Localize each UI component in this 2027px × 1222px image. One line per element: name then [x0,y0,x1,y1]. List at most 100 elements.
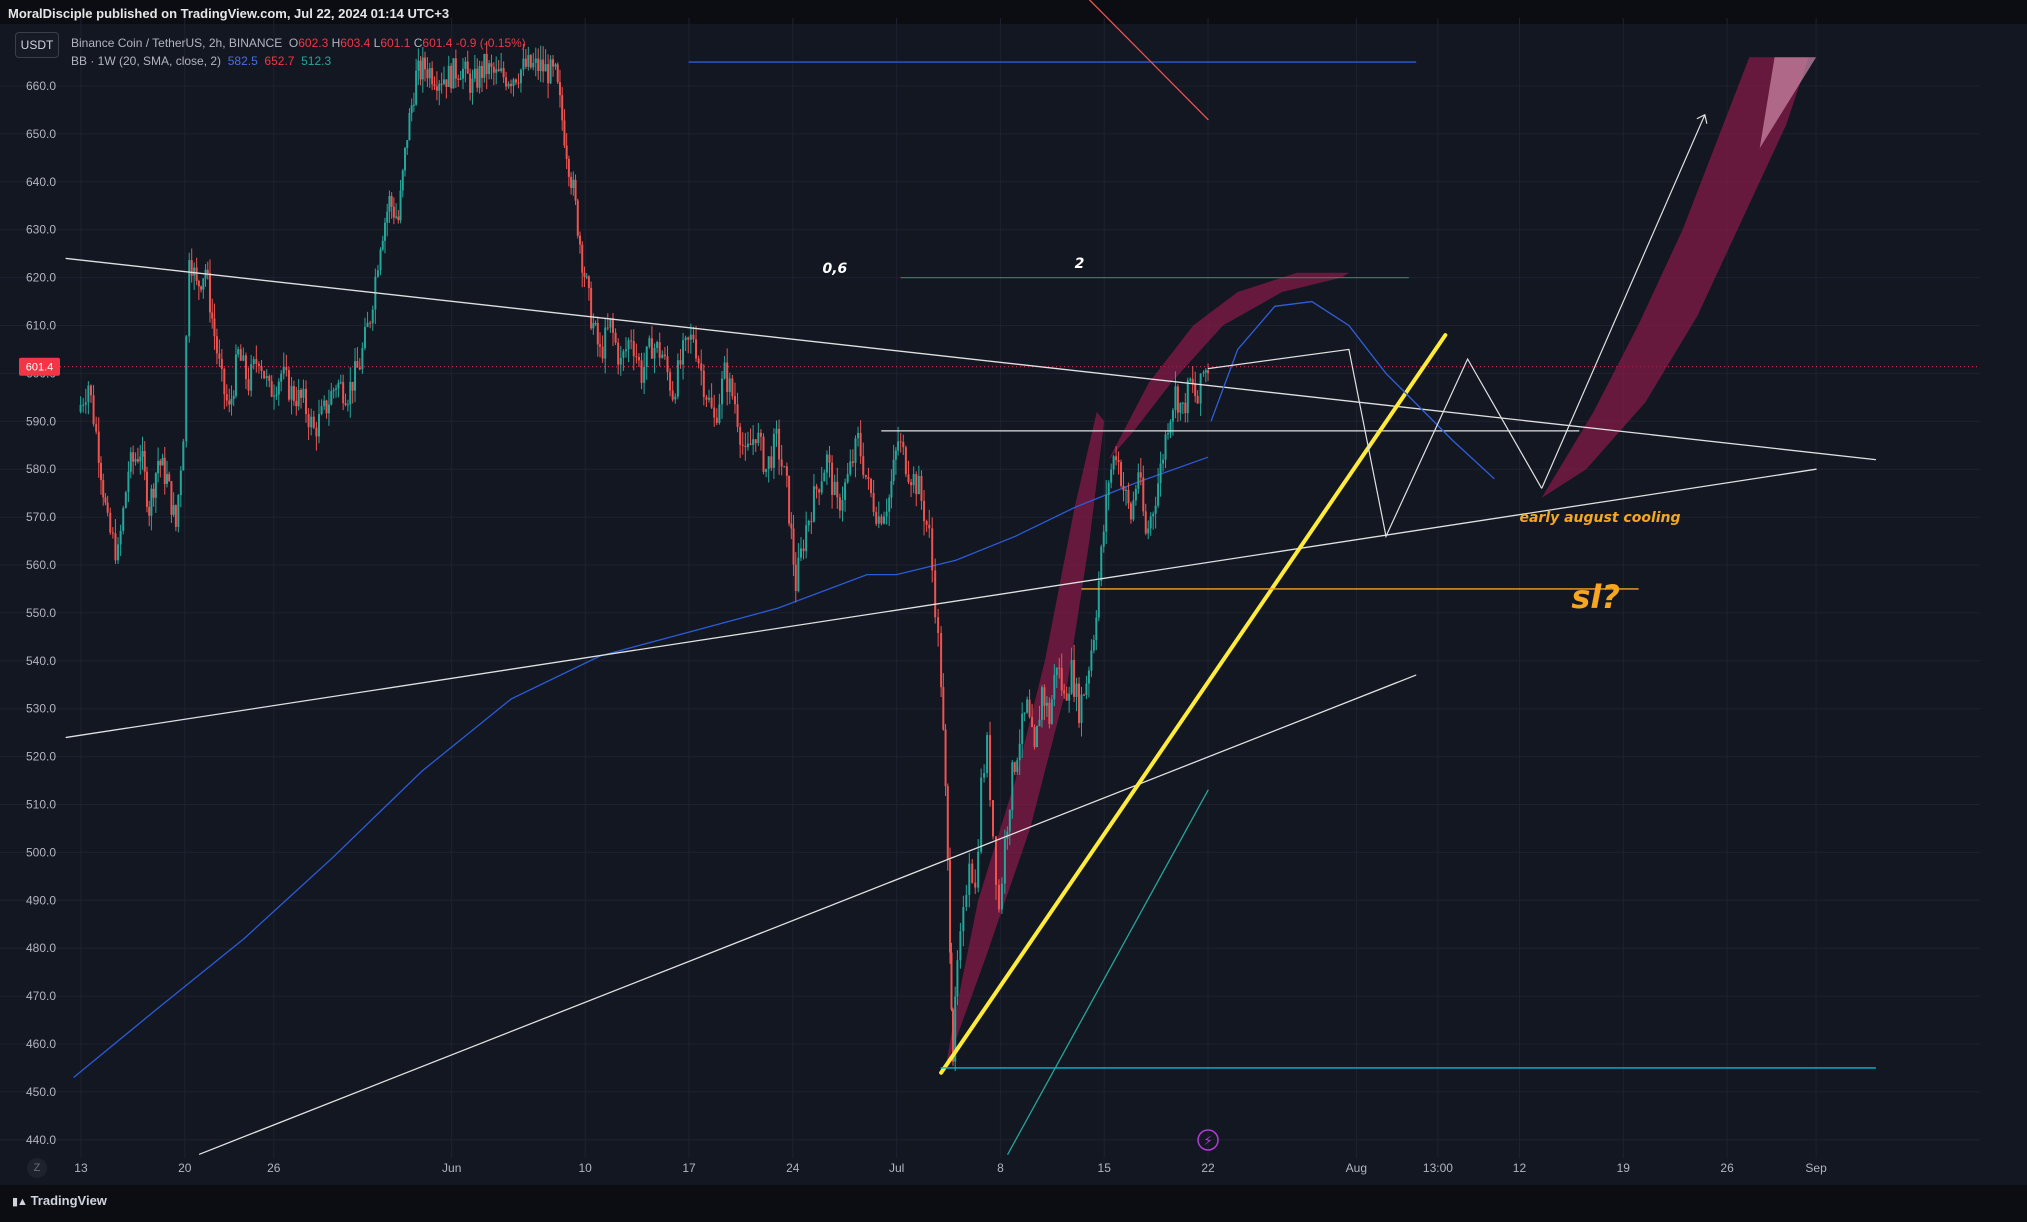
candle-body [739,426,742,445]
candle-body [854,438,857,463]
candle-body [1154,505,1157,514]
candle-body [307,414,310,428]
candle-body [514,79,517,83]
candle-body [95,424,98,432]
candle-body [469,73,472,93]
candle-body [700,363,703,371]
candle-body [141,450,144,457]
candle-body [1040,687,1043,720]
y-tick-label: 630.0 [26,223,56,237]
candle-body [778,428,781,460]
candle-body [762,436,765,472]
candle-body [406,140,409,149]
currency-badge[interactable]: USDT [15,32,59,58]
candle-body [844,482,847,500]
candle-body [968,863,971,895]
candle-body [1065,693,1068,701]
candle-body [1033,727,1036,747]
candle-body [363,326,366,349]
candle-body [792,528,795,565]
candle-body [653,347,656,359]
lightning-glyph: ⚡ [1203,1134,1212,1149]
candle-body [601,346,604,359]
arrow-line [1541,114,1706,489]
y-tick-label: 540.0 [26,654,56,668]
low-value: 601.1 [380,36,411,50]
candle-body [106,502,109,513]
candle-body [440,83,443,85]
auto-scale-button[interactable]: Z [27,1158,47,1178]
candle-body [576,200,579,236]
candle-body [1142,477,1145,512]
y-tick-label: 460.0 [26,1037,56,1051]
annotation-text: sl? [1571,578,1620,616]
x-tick-label: Jun [442,1161,461,1175]
candle-body [483,53,486,78]
candle-body [666,356,669,373]
top-strip [0,0,2027,24]
candle-body [702,370,705,398]
candle-body [480,65,483,78]
candle-body [356,361,359,368]
candle-body [230,398,233,405]
candle-body [388,196,391,212]
candle-body [260,366,263,371]
candle-body [421,57,424,80]
candle-body [1003,838,1006,884]
candle-body [1006,831,1009,839]
candle-body [989,735,992,801]
candle-body [464,61,467,69]
candle-body [300,389,303,398]
last-price-label: 601.4 [26,362,54,374]
candle-body [419,60,422,80]
ascending-trendline [65,468,1817,739]
candle-body [983,773,986,778]
candle-body [1122,485,1125,491]
candle-body [376,270,379,277]
candle-body [366,322,369,327]
candle-body [92,395,95,425]
symbol-title[interactable]: Binance Coin / TetherUS, 2h, BINANCE [71,36,283,50]
candle-body [1152,513,1155,517]
y-tick-label: 550.0 [26,606,56,620]
candle-body [390,196,393,207]
teal-diagonal [1007,789,1209,1155]
maroon-band-arc [1108,272,1349,460]
candle-body [697,358,700,364]
candle-body [165,474,168,484]
x-tick-label: 17 [682,1161,696,1175]
candle-body [581,244,584,273]
candle-body [452,58,455,89]
candle-body [152,488,155,498]
candle-body [539,59,542,72]
candle-body [1196,396,1199,404]
candle-body [1028,699,1031,717]
bb-label[interactable]: BB · 1W (20, SMA, close, 2) [71,54,222,68]
candle-body [1204,370,1207,373]
candle-body [295,400,298,407]
candle-body [604,327,607,359]
candle-body [674,396,677,400]
candle-body [179,470,182,496]
candle-body [676,360,679,397]
candle-body [232,395,235,399]
candle-body [609,318,612,328]
candle-body [87,385,90,403]
candle-body [82,404,85,406]
candle-body [255,359,258,364]
x-tick-label: 24 [786,1161,800,1175]
candle-body [645,346,648,368]
open-label: O [288,36,299,50]
candle-body [563,120,566,146]
candle-body [1055,667,1058,676]
candle-body [150,488,153,516]
tradingview-logo[interactable]: ▮▲ TradingView [12,1193,107,1208]
candle-body [825,454,828,473]
candle-body [1036,726,1039,747]
x-tick-label: 26 [267,1161,281,1175]
candle-body [127,471,130,493]
candle-body [994,836,997,885]
candle-body [726,362,729,393]
